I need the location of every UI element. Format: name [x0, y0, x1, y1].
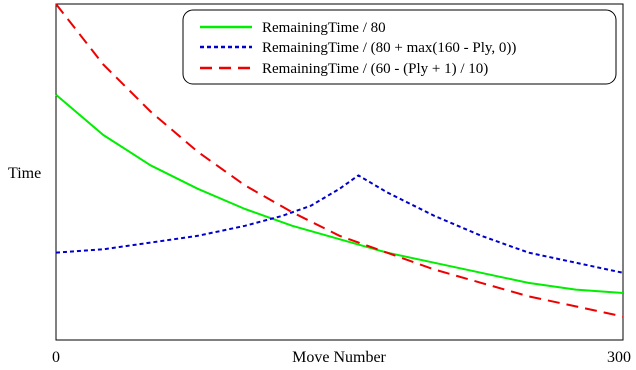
legend-label-1: RemainingTime / 80	[262, 20, 386, 36]
x-tick-label-end: 300	[607, 349, 631, 366]
x-axis-label: Move Number	[292, 349, 386, 366]
legend-entries: RemainingTime / 80 RemainingTime / (80 + …	[200, 20, 516, 77]
y-axis-label: Time	[8, 165, 41, 182]
plot-frame	[55, 3, 624, 341]
legend-box	[182, 9, 617, 85]
legend-label-3: RemainingTime / (60 - (Ply + 1) / 10)	[262, 61, 488, 77]
series-line-3	[55, 3, 624, 318]
legend-label-2: RemainingTime / (80 + max(160 - Ply, 0))	[262, 40, 516, 56]
x-tick-label-start: 0	[52, 349, 60, 366]
series-line-2	[55, 174, 624, 274]
series-layer	[55, 3, 624, 318]
legend: RemainingTime / 80 RemainingTime / (80 + …	[182, 9, 617, 85]
series-line-1	[55, 93, 624, 294]
